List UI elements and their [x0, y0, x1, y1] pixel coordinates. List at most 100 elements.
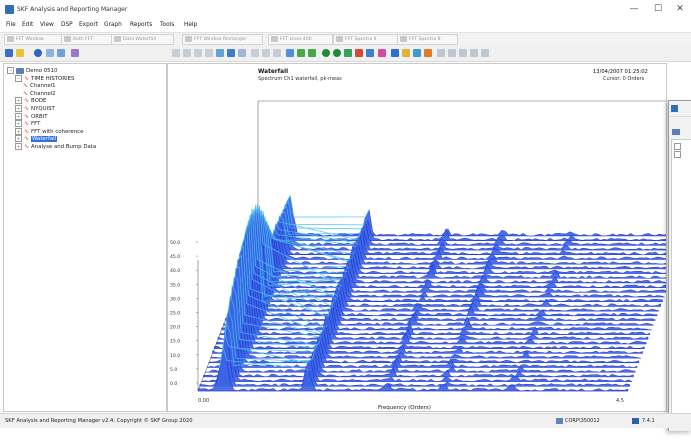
layout-icon[interactable] [194, 49, 202, 57]
close-button[interactable]: ✕ [676, 4, 684, 14]
cursor-icon[interactable] [216, 49, 224, 57]
table-icon[interactable] [57, 49, 65, 57]
menu-file[interactable]: File [6, 22, 16, 28]
copy-icon[interactable] [424, 49, 432, 57]
maximize-button[interactable]: ☐ [653, 4, 663, 14]
y-tick-label: 0.0 [170, 381, 177, 387]
analysis-toolbar: FFT Window Both FFT Data Waterfall FFT W… [0, 32, 691, 46]
toolbar-button-fft-window[interactable]: FFT Window [4, 34, 65, 45]
expand-icon[interactable]: + [15, 112, 22, 120]
expand-icon[interactable]: + [15, 120, 22, 128]
tree-item-label: Waterfall [31, 136, 58, 143]
step-icon[interactable] [470, 49, 478, 57]
zoom-icon[interactable] [262, 49, 270, 57]
tree-view-icon[interactable] [5, 49, 13, 57]
tree-item[interactable]: + ∿ NYQUIST [15, 105, 55, 112]
expand-icon[interactable] [674, 151, 681, 158]
spectrum-trace [248, 221, 666, 260]
spectrum-trace [219, 220, 651, 335]
y-tick-label: 10.0 [170, 353, 180, 359]
collapse-icon[interactable]: − [7, 67, 14, 74]
layout-icon[interactable] [183, 49, 191, 57]
expand-icon[interactable]: + [15, 97, 22, 105]
pointer-icon[interactable] [286, 49, 294, 57]
minimize-button[interactable]: — [629, 4, 639, 14]
report-icon[interactable] [402, 49, 410, 57]
spectrum-trace [221, 214, 653, 331]
toolbar-button-fft-window-rectangle[interactable]: FFT Window Rectangle [182, 34, 263, 45]
toolbar-button-data-waterfall[interactable]: Data Waterfall [111, 34, 174, 45]
tree-item-label: NYQUIST [31, 106, 55, 112]
expand-icon[interactable]: + [15, 127, 22, 135]
expand-icon[interactable]: + [15, 143, 22, 150]
spectrum-trace [215, 236, 647, 345]
graph-subtitle: Spectrum Ch1 waterfall, pk-meas [258, 76, 342, 82]
tree-item[interactable]: + ∿ Waterfall [15, 135, 58, 143]
toolbar-button-fft-spectra-8[interactable]: FFT Spectra 8 [397, 34, 458, 45]
tree-item[interactable]: + ∿ FFT [15, 120, 41, 128]
expand-icon[interactable]: + [15, 105, 22, 112]
overlay-icon[interactable] [378, 49, 386, 57]
layout-icon[interactable] [205, 49, 213, 57]
peak-icon[interactable] [344, 49, 352, 57]
play-icon[interactable] [437, 49, 445, 57]
menu-tools[interactable]: Tools [160, 22, 175, 28]
layout-icon[interactable] [172, 49, 180, 57]
waterfall-surface [197, 194, 666, 392]
menu-help[interactable]: Help [184, 22, 198, 28]
tree-item[interactable]: − ∿ TIME HISTORIES [15, 74, 74, 82]
expand-icon[interactable]: + [15, 135, 22, 143]
step-icon[interactable] [459, 49, 467, 57]
export-icon[interactable] [391, 49, 399, 57]
tree-item[interactable]: + ∿ Analyse and Bump Data [15, 143, 96, 150]
harmonic-icon[interactable] [322, 49, 330, 57]
menu-dsp[interactable]: DSP [61, 22, 73, 28]
tree-item[interactable]: + ∿ FFT with coherence [15, 127, 83, 135]
print-icon[interactable] [413, 49, 421, 57]
menu-edit[interactable]: Edit [22, 22, 34, 28]
cursor-icon[interactable] [227, 49, 235, 57]
zoom-icon[interactable] [273, 49, 281, 57]
zoom-icon[interactable] [238, 49, 246, 57]
folder-icon[interactable] [16, 49, 24, 57]
toolbar-button-fft-lines[interactable]: FFT Lines 400 [268, 34, 333, 45]
alarm-icon[interactable] [355, 49, 363, 57]
step-icon[interactable] [481, 49, 489, 57]
tree-item-label: Demo 0510 [26, 68, 58, 74]
info-icon[interactable] [34, 49, 42, 57]
menu-graph[interactable]: Graph [104, 22, 122, 28]
x-axis-end-tick: 4.5 [616, 398, 624, 404]
tree-item[interactable]: − Demo 0510 [7, 67, 57, 74]
menu-view[interactable]: View [40, 22, 54, 28]
y-tick-label: 45.0 [170, 254, 180, 260]
tree-item[interactable]: ∿ Channel1 [23, 82, 56, 89]
collapse-icon[interactable]: − [15, 74, 22, 82]
spectra-icon [400, 36, 407, 42]
marker-up-icon[interactable] [297, 49, 305, 57]
spectrum-trace [228, 204, 660, 312]
pause-icon[interactable] [448, 49, 456, 57]
y-tick-label: 15.0 [170, 339, 180, 345]
marker-down-icon[interactable] [308, 49, 316, 57]
band-icon[interactable] [366, 49, 374, 57]
waterfall-plot[interactable]: 50.0 45.0 40.0 35.0 30.0 25.0 20.0 15.0 10.0 5.0 0… [168, 64, 666, 411]
toolbar-button-both-fft[interactable]: Both FFT [61, 34, 112, 45]
secondary-window[interactable] [668, 100, 691, 431]
tree-item-label: FFT [31, 121, 41, 128]
menu-reports[interactable]: Reports [130, 22, 153, 28]
spectrum-trace [197, 347, 629, 392]
tree-item[interactable]: + ∿ ORBIT [15, 112, 48, 120]
chart-icon[interactable] [71, 49, 79, 57]
tree-item[interactable]: + ∿ BODE [15, 97, 47, 105]
waveform-icon: ∿ [24, 97, 30, 105]
zoom-icon[interactable] [251, 49, 259, 57]
grid-icon[interactable] [46, 49, 54, 57]
expand-icon[interactable] [674, 143, 681, 150]
tree-item-label: BODE [31, 98, 47, 105]
tree-item[interactable]: ∿ Channel2 [23, 90, 56, 97]
sideband-icon[interactable] [333, 49, 341, 57]
menu-export[interactable]: Export [79, 22, 98, 28]
y-tick-label: 50.0 [170, 240, 180, 246]
lines-icon [271, 36, 278, 42]
toolbar-button-fft-spectra-4[interactable]: FFT Spectra 4 [333, 34, 398, 45]
